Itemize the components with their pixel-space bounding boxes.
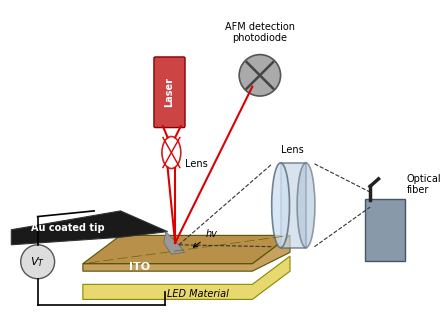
Text: ITO: ITO [129,262,150,272]
Text: $V_T$: $V_T$ [30,255,45,269]
Text: Lens: Lens [282,145,304,155]
Circle shape [239,55,281,96]
Ellipse shape [272,163,290,248]
Circle shape [21,245,55,279]
Text: Laser: Laser [164,77,175,107]
Polygon shape [164,232,185,254]
Polygon shape [11,211,168,245]
FancyBboxPatch shape [154,57,185,128]
Text: Lens: Lens [185,159,207,169]
Polygon shape [83,256,290,299]
Ellipse shape [297,163,315,248]
Text: Optical
fiber: Optical fiber [407,174,442,195]
Text: hv: hv [194,229,217,247]
Polygon shape [83,235,290,271]
Text: AFM detection
photodiode: AFM detection photodiode [225,22,295,43]
Polygon shape [83,235,290,264]
Text: LED Material: LED Material [167,289,229,299]
Text: Au coated tip: Au coated tip [31,223,105,233]
FancyBboxPatch shape [365,199,405,261]
Polygon shape [281,163,306,248]
